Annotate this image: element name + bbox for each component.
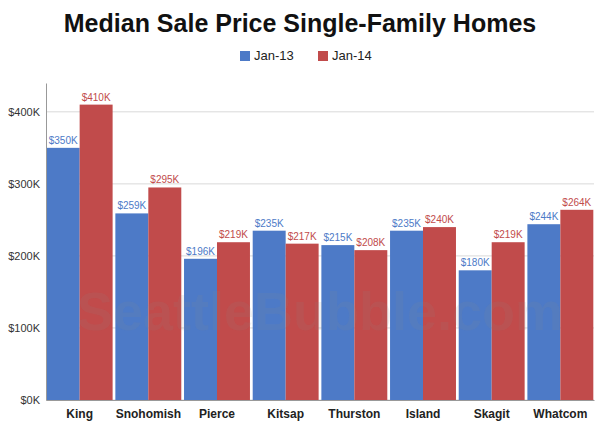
data-labels: $350K $259K $196K $235K $215K $235K $180K $244K… [49,92,592,269]
data-label: $410K [82,92,111,103]
y-tick: $200K [8,250,46,262]
chart: Median Sale Price Single-Family Homes Jan… [0,0,600,436]
y-tick: $0K [20,394,46,406]
data-label: $244K [529,211,558,222]
data-label: $235K [255,218,284,229]
y-tick: $100K [8,322,46,334]
y-tick-label: $200K [8,250,40,262]
data-label: $295K [150,174,179,185]
x-tick-label: Skagit [474,407,510,421]
x-tick-label: Snohomish [116,407,181,421]
watermark: SeattleBubble.com [77,281,563,341]
data-label: $264K [562,197,591,208]
title: Median Sale Price Single-Family Homes [64,9,536,37]
x-tick: Snohomish [116,400,181,421]
y-tick-label: $100K [8,322,40,334]
data-label: $259K [117,200,146,211]
legend-swatch [240,51,250,61]
x-axis: King Snohomish Pierce Kitsap Thurston Island S… [47,400,595,421]
data-label: $217K [288,231,317,242]
y-tick: $400K [8,106,46,118]
plot: SeattleBubble.com $350K $259K $196K $235K $21… [8,84,594,421]
x-tick-label: Pierce [199,407,235,421]
data-label: $350K [49,135,78,146]
data-label: $180K [461,257,490,268]
bar [80,105,113,400]
y-axis-line [46,84,47,401]
x-tick-label: Whatcom [533,407,587,421]
y-tick-label: $400K [8,106,40,118]
grid-line [46,111,594,112]
x-tick-label: Island [406,407,441,421]
bars [47,105,594,400]
data-label: $219K [494,229,523,240]
x-axis-line [47,400,595,401]
legend-label: Jan-14 [332,48,372,63]
y-tick-label: $0K [20,394,40,406]
legend-swatch [318,51,328,61]
x-tick-label: Thurston [328,407,380,421]
x-tick: Whatcom [533,400,587,421]
y-axis: $0K $100K $200K $300K $400K [8,84,46,407]
x-tick: Thurston [328,400,380,421]
data-label: $196K [186,246,215,257]
data-label: $235K [392,218,421,229]
bar [560,210,593,400]
grid [46,112,594,400]
data-label: $215K [323,232,352,243]
y-tick-label: $300K [8,178,40,190]
x-tick: Island [406,400,441,421]
x-tick: Skagit [474,400,510,421]
data-label: $240K [425,214,454,225]
x-tick-label: Kitsap [267,407,304,421]
x-tick-label: King [66,407,93,421]
bar [47,148,80,400]
y-tick: $300K [8,178,46,190]
x-tick: Pierce [199,400,235,421]
x-tick: Kitsap [267,400,304,421]
data-label: $219K [219,229,248,240]
legend: Jan-13 Jan-14 [240,48,372,63]
grid-line [46,183,594,184]
legend-label: Jan-13 [254,48,294,63]
data-label: $208K [356,237,385,248]
x-tick: King [66,400,93,421]
